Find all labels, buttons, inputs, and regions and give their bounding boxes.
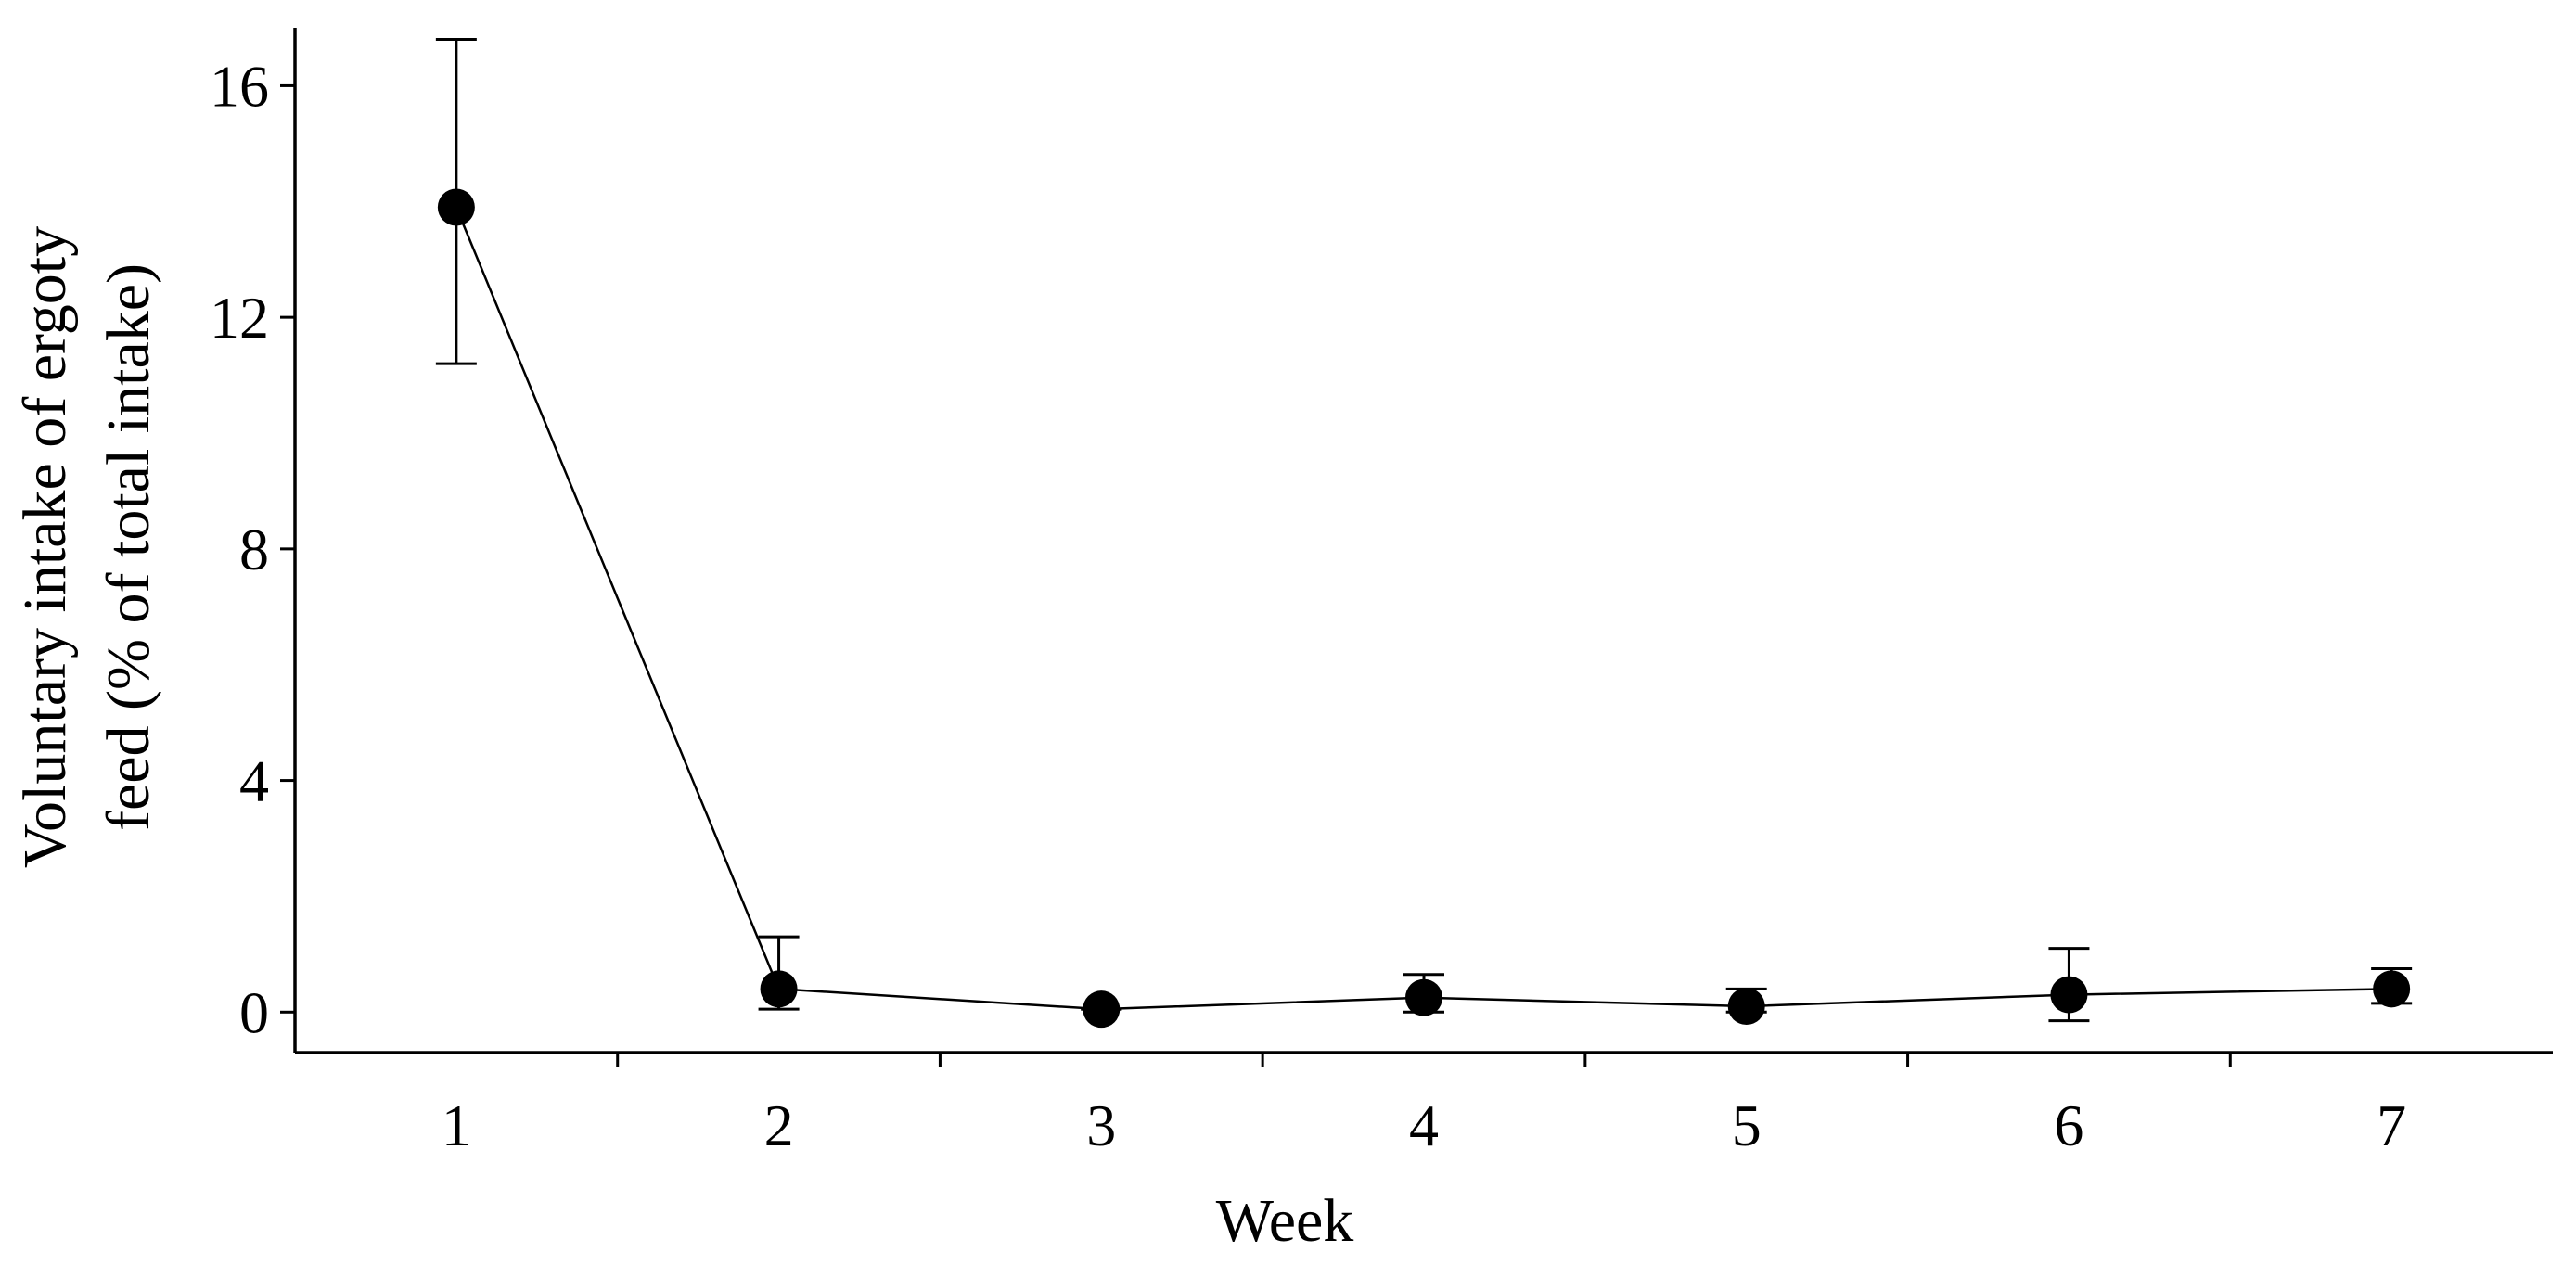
y-tick-label: 8: [239, 517, 269, 582]
data-series: [435, 37, 2413, 1029]
x-tick-label: 4: [1409, 1092, 1439, 1158]
data-point: [1405, 978, 1442, 1016]
data-point: [2373, 970, 2411, 1008]
y-tick-label: 16: [210, 53, 269, 119]
y-tick-label: 4: [239, 748, 269, 814]
x-tick-label: 1: [442, 1092, 471, 1158]
data-point: [1727, 988, 1765, 1026]
y-axis-title-line-1: Voluntary intake of ergoty: [11, 226, 79, 868]
data-point: [760, 970, 798, 1008]
y-tick-label: 0: [239, 979, 269, 1045]
x-tick-label: 6: [2054, 1092, 2083, 1158]
x-tick-label: 3: [1086, 1092, 1116, 1158]
x-axis-title: Week: [1216, 1187, 1354, 1255]
x-axis-ticks: 1 2 3 4 5 6 7: [442, 1053, 2406, 1158]
axes: [293, 28, 2553, 1054]
x-tick-label: 7: [2377, 1092, 2406, 1158]
series-line: [455, 207, 2392, 1011]
data-point: [2050, 976, 2088, 1014]
data-point: [437, 188, 475, 226]
x-tick-label: 5: [1732, 1092, 1762, 1158]
data-point: [1083, 990, 1121, 1029]
x-tick-label: 2: [764, 1092, 794, 1158]
y-axis-title-line-2: feed (% of total intake): [95, 263, 162, 831]
y-axis-ticks: 0 4 8 12 16: [210, 53, 295, 1045]
y-tick-label: 12: [210, 285, 269, 351]
